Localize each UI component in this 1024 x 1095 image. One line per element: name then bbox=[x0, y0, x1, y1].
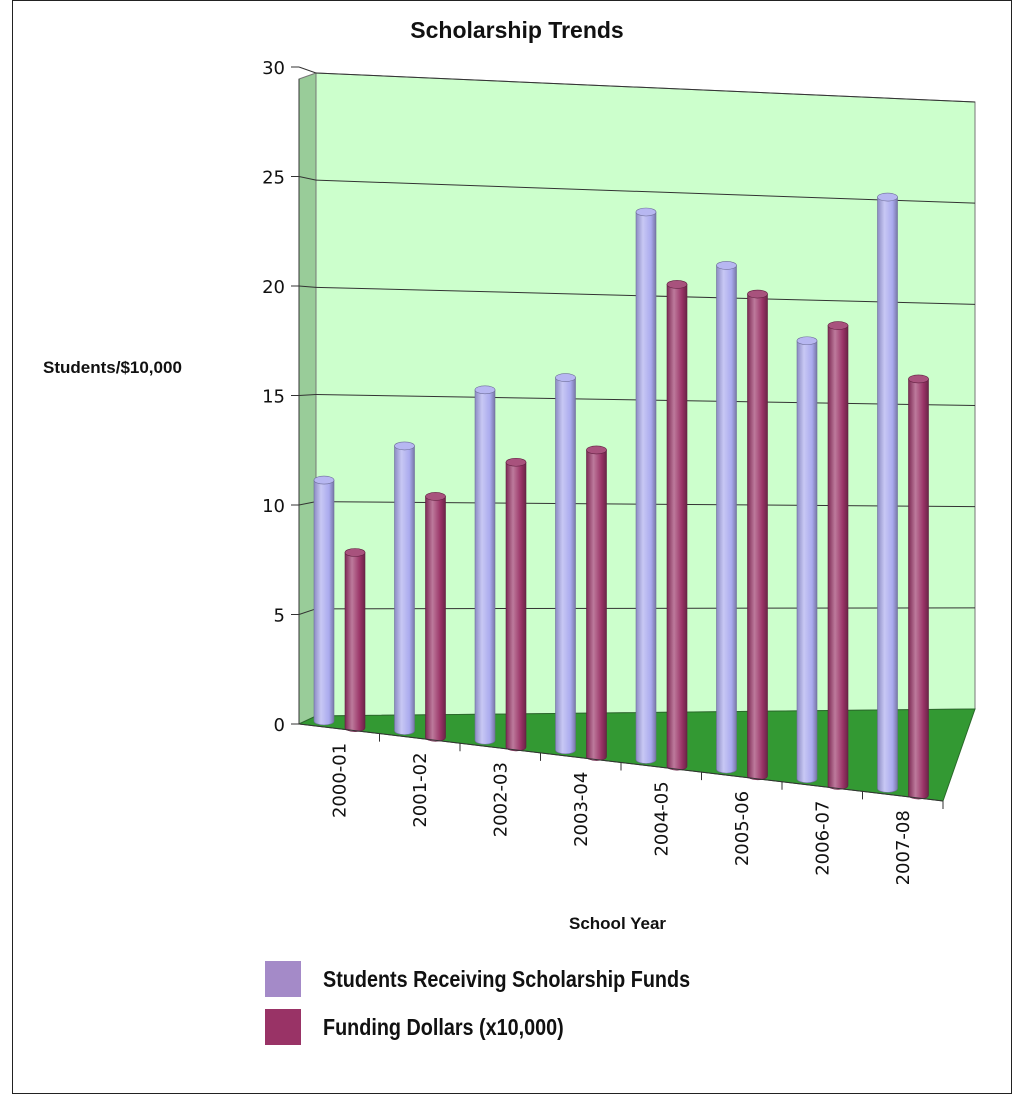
bar-students-2003-04 bbox=[555, 373, 576, 755]
bar-top bbox=[827, 321, 849, 330]
x-tick-label: 2006-07 bbox=[812, 801, 833, 876]
bar-students-2004-05 bbox=[635, 207, 657, 764]
bar-body bbox=[747, 293, 768, 781]
bar-top bbox=[474, 385, 496, 395]
bar-body bbox=[877, 196, 898, 793]
x-tick-label: 2004-05 bbox=[651, 781, 672, 856]
bar-body bbox=[425, 496, 446, 742]
bar-body bbox=[586, 449, 607, 761]
bar-body bbox=[635, 211, 657, 764]
bar-top bbox=[666, 280, 688, 289]
bar-students-2006-07 bbox=[796, 336, 818, 784]
legend-label-funding: Funding Dollars (x10,000) bbox=[323, 1013, 564, 1040]
bar-top bbox=[555, 373, 576, 382]
legend-swatch-funding bbox=[265, 1009, 301, 1045]
bar-top bbox=[313, 475, 335, 485]
chart-plot: Scholarship Trends Students/$10,000 Scho… bbox=[43, 17, 976, 933]
bar-students-2002-03 bbox=[474, 385, 496, 745]
bar-top bbox=[505, 457, 527, 467]
bar-funding-2007-08 bbox=[908, 374, 929, 800]
bar-top bbox=[586, 445, 607, 455]
x-axis-label: School Year bbox=[569, 914, 666, 933]
axes-group: 0 5 10 15 20 25 30 2000-01 2001-02 2002-03 2003-04… bbox=[262, 58, 944, 885]
gridline-side bbox=[298, 608, 317, 615]
bars-group bbox=[313, 192, 929, 800]
y-tick-label: 5 bbox=[274, 606, 285, 627]
gridline bbox=[315, 179, 976, 204]
gridline-side bbox=[298, 394, 317, 396]
bar-funding-2002-03 bbox=[505, 457, 527, 752]
gridline bbox=[315, 72, 976, 103]
y-tick-label: 20 bbox=[262, 277, 285, 298]
x-tick-label: 2003-04 bbox=[571, 772, 592, 847]
x-tick-label: 2000-01 bbox=[329, 743, 350, 818]
bar-body bbox=[555, 377, 576, 755]
bar-top bbox=[716, 261, 737, 270]
legend-swatch-students bbox=[265, 961, 301, 997]
bar-top bbox=[908, 374, 929, 384]
bar-funding-2006-07 bbox=[827, 321, 849, 790]
y-tick-label: 10 bbox=[262, 496, 285, 517]
bar-funding-2005-06 bbox=[747, 289, 768, 781]
bar-body bbox=[394, 445, 415, 735]
bar-top bbox=[635, 207, 657, 217]
y-tick-label: 15 bbox=[262, 387, 285, 408]
bar-funding-2001-02 bbox=[425, 492, 446, 742]
legend-label-students: Students Receiving Scholarship Funds bbox=[323, 965, 691, 992]
bar-top bbox=[877, 192, 898, 202]
x-tick-label: 2001-02 bbox=[410, 752, 431, 827]
bar-top bbox=[796, 336, 818, 346]
bar-body bbox=[796, 340, 818, 784]
y-tick-label: 0 bbox=[274, 715, 285, 736]
bar-body bbox=[344, 552, 366, 732]
bar-students-2000-01 bbox=[313, 475, 335, 726]
legend-item-students: Students Receiving Scholarship Funds bbox=[265, 961, 750, 997]
bar-funding-2003-04 bbox=[586, 445, 607, 761]
bar-top bbox=[344, 548, 366, 557]
bar-funding-2000-01 bbox=[344, 548, 366, 732]
bar-body bbox=[313, 479, 335, 726]
bar-body bbox=[908, 378, 929, 800]
chart-frame: Scholarship Trends Students/$10,000 Scho… bbox=[12, 0, 1012, 1094]
x-tick-label: 2005-06 bbox=[732, 791, 753, 866]
y-tick-label: 25 bbox=[262, 168, 285, 189]
bar-body bbox=[505, 461, 527, 752]
gridline-side bbox=[298, 66, 317, 74]
chart-title: Scholarship Trends bbox=[410, 17, 623, 43]
legend: Students Receiving Scholarship Funds Fun… bbox=[265, 961, 750, 1057]
y-axis-label: Students/$10,000 bbox=[43, 358, 182, 377]
gridline-side bbox=[298, 176, 317, 181]
gridline-side bbox=[298, 501, 317, 506]
x-tick-label: 2007-08 bbox=[893, 810, 914, 885]
legend-item-funding: Funding Dollars (x10,000) bbox=[265, 1009, 750, 1045]
bar-funding-2004-05 bbox=[666, 280, 688, 771]
y-tick-label: 30 bbox=[262, 58, 285, 79]
bar-body bbox=[827, 325, 849, 790]
bar-body bbox=[716, 265, 737, 774]
bar-top bbox=[747, 289, 768, 299]
bar-body bbox=[474, 389, 496, 745]
bar-students-2007-08 bbox=[877, 192, 898, 793]
bar-students-2005-06 bbox=[716, 261, 737, 774]
side-wall bbox=[298, 72, 317, 725]
gridline-side bbox=[298, 285, 317, 288]
x-tick-label: 2002-03 bbox=[490, 762, 511, 837]
bar-body bbox=[666, 284, 688, 771]
bar-top bbox=[425, 492, 446, 501]
bar-top bbox=[394, 441, 415, 451]
bar-students-2001-02 bbox=[394, 441, 415, 735]
